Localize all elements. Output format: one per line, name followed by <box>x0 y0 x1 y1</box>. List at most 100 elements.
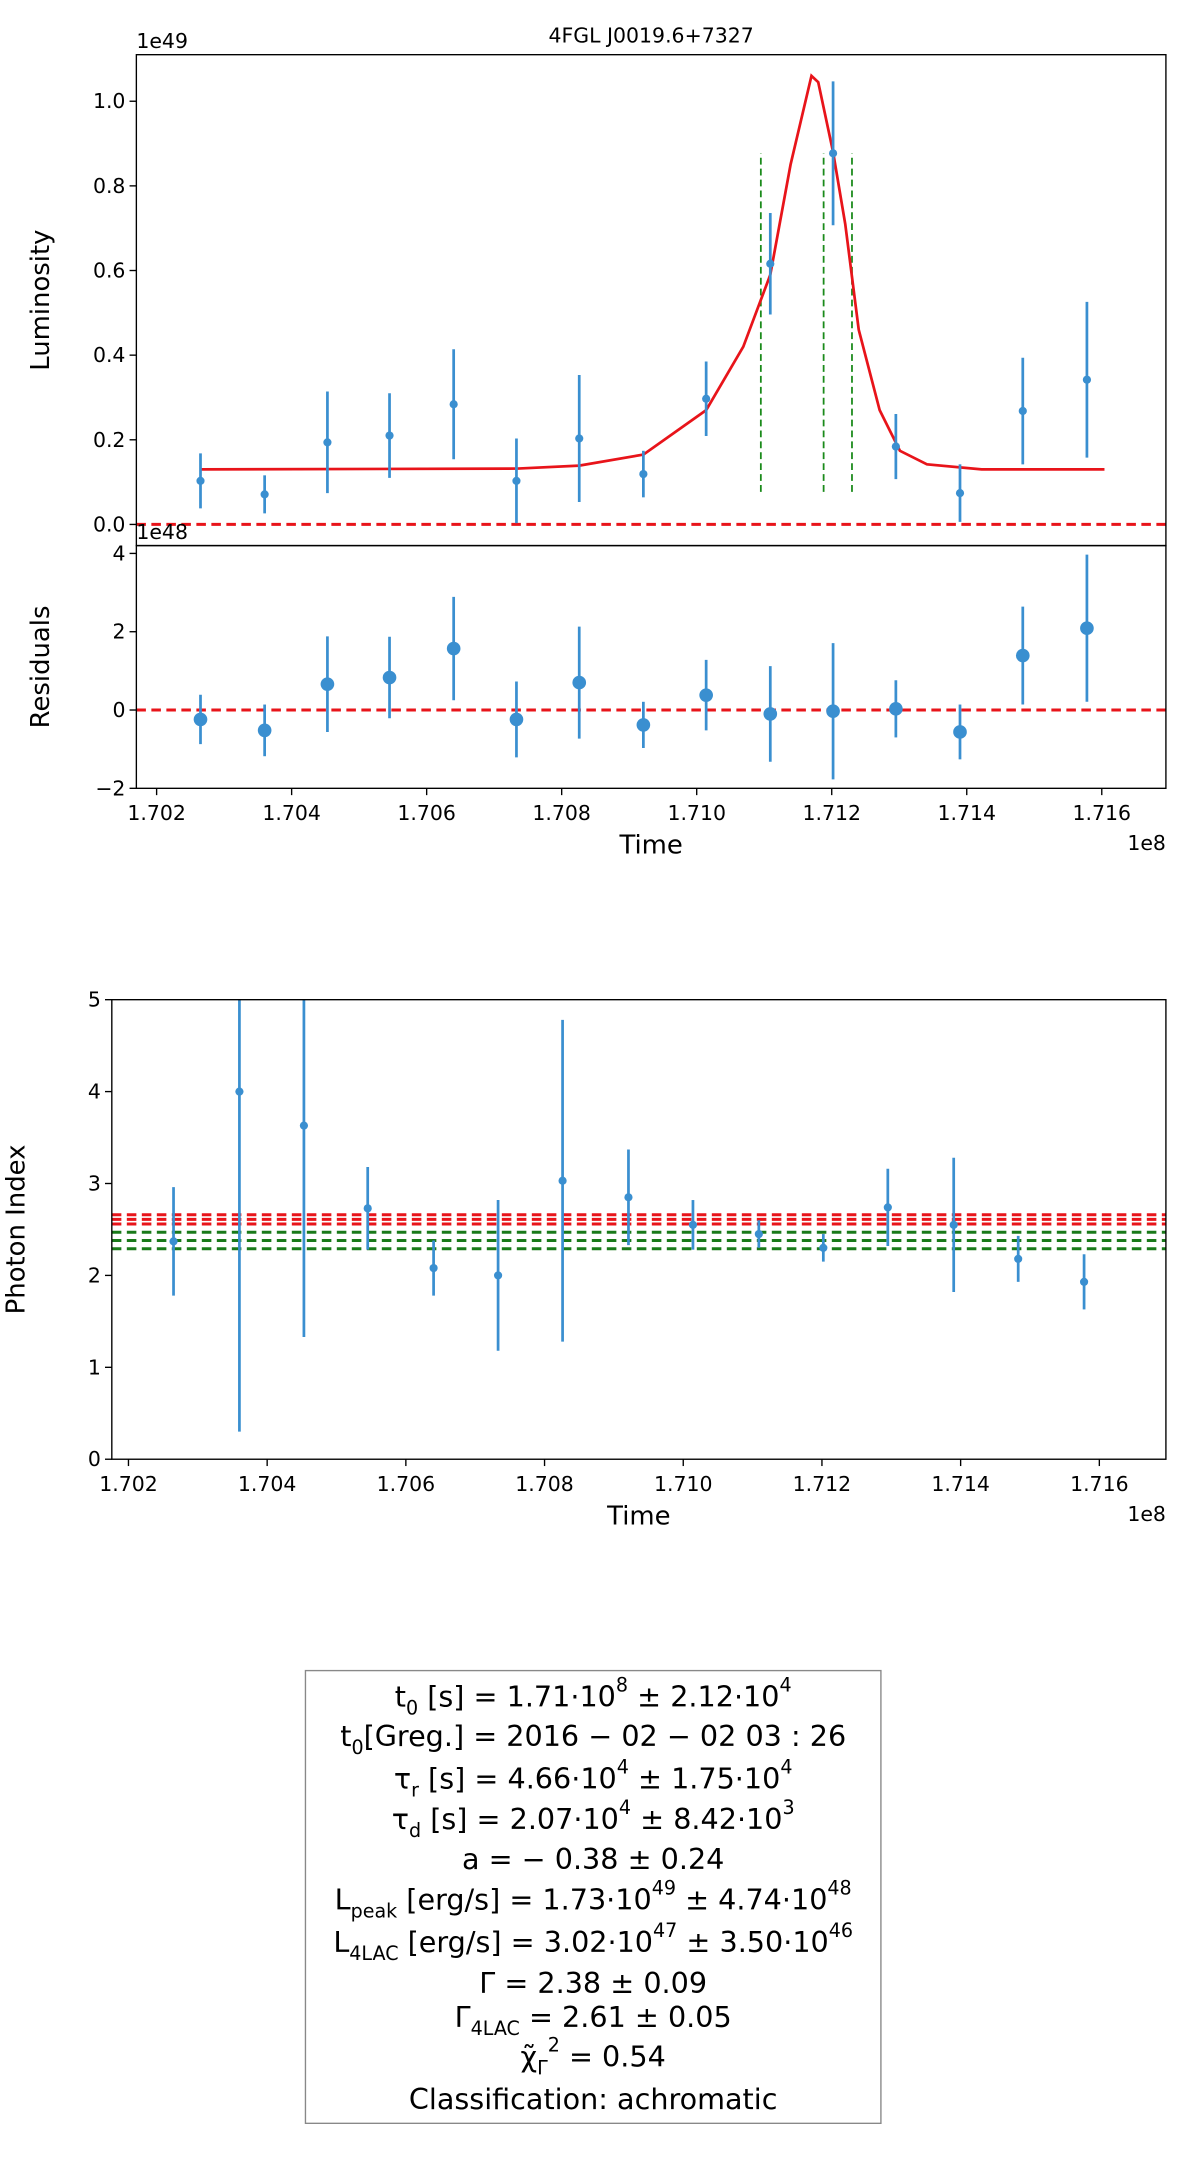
plot-area <box>136 554 1166 780</box>
stats-sub: 4LAC <box>349 1942 398 1965</box>
data-point <box>235 1087 244 1096</box>
data-point <box>828 149 838 158</box>
stats-sup: 47 <box>653 1919 677 1942</box>
stats-sub: 0 <box>351 1736 363 1759</box>
stats-box <box>304 1669 882 2124</box>
stats-sup: 4 <box>619 1796 631 1819</box>
stats-text: ± 3.50·10 <box>677 1925 828 1959</box>
stats-sup: 46 <box>829 1919 853 1942</box>
data-point <box>1018 406 1027 416</box>
plot-area <box>136 73 1166 526</box>
data-point <box>558 1176 567 1185</box>
y-tick-label: 3 <box>88 1172 101 1196</box>
x-tick-label: 1.702 <box>99 1472 158 1496</box>
data-point <box>688 1220 698 1229</box>
stats-line: Classification: achromatic <box>409 2082 778 2116</box>
data-point <box>636 718 651 732</box>
x-tick-label: 1.714 <box>931 1472 990 1496</box>
x-tick-label: 1.706 <box>377 1472 436 1496</box>
y-tick-label: 0.8 <box>93 174 126 198</box>
stats-text: = 2.61 ± 0.05 <box>520 2000 732 2034</box>
x-axis-label: Time <box>606 1502 670 1532</box>
stats-text: = 0.54 <box>560 2040 666 2074</box>
x-tick-label: 1.712 <box>793 1472 852 1496</box>
data-point <box>1079 1277 1089 1286</box>
x-tick-label: 1.714 <box>937 801 996 825</box>
stats-text: χ̃ <box>521 2040 538 2074</box>
data-point <box>257 723 272 738</box>
data-point <box>624 1193 633 1202</box>
data-point <box>449 400 458 409</box>
data-point <box>260 490 269 499</box>
stats-sup: 49 <box>652 1877 676 1900</box>
data-point <box>429 1263 438 1273</box>
data-point <box>363 1204 372 1213</box>
stats-text: ± 4.74·10 <box>676 1883 827 1917</box>
stats-sup: 8 <box>616 1674 628 1697</box>
data-point <box>763 707 778 721</box>
stats-text: t <box>340 1719 351 1753</box>
stats-line: Γ4LAC = 2.61 ± 0.05 <box>455 2000 732 2040</box>
data-point <box>702 394 711 403</box>
stats-sup: 48 <box>827 1877 851 1900</box>
axes-frame <box>111 999 1167 1460</box>
x-axis-label: Time <box>618 831 682 861</box>
stats-line: a = − 0.38 ± 0.24 <box>462 1842 724 1876</box>
data-point <box>819 1243 828 1252</box>
data-point <box>639 469 648 479</box>
chart-title: 4FGL J0019.6+7327 <box>549 24 754 48</box>
y-axis-label: Luminosity <box>26 230 56 371</box>
stats-line: χ̃Γ2 = 0.54 <box>521 2034 666 2080</box>
x-offset: 1e8 <box>1127 831 1166 855</box>
stats-sup: 3 <box>782 1796 794 1819</box>
x-tick-label: 1.716 <box>1073 801 1132 825</box>
data-point <box>323 438 332 447</box>
y-axis-label: Photon Index <box>1 1145 31 1315</box>
stats-sup: 4 <box>617 1755 629 1778</box>
data-point <box>826 704 840 719</box>
fit-curve <box>200 73 1105 471</box>
data-point <box>1014 1254 1023 1263</box>
stats-sub: 4LAC <box>471 2017 520 2040</box>
x-tick-label: 1.716 <box>1070 1472 1129 1496</box>
data-point <box>889 702 903 716</box>
x-tick-label: 1.704 <box>238 1472 297 1496</box>
data-point <box>512 476 521 485</box>
y-tick-label: 5 <box>88 988 101 1012</box>
data-point <box>193 712 208 727</box>
stats-text: L <box>335 1883 351 1917</box>
stats-text: [erg/s] = 3.02·10 <box>399 1925 653 1959</box>
data-point <box>1015 648 1030 663</box>
data-point <box>572 675 587 690</box>
stats-text: L <box>333 1925 349 1959</box>
y-tick-label: −2 <box>95 776 125 800</box>
y-tick-label: 4 <box>112 541 125 565</box>
y-tick-label: 0 <box>88 1447 101 1471</box>
data-point <box>1082 375 1092 384</box>
stats-text: ± 8.42·10 <box>631 1802 782 1836</box>
y-axis-label: Residuals <box>26 606 56 729</box>
x-tick-label: 1.712 <box>802 801 861 825</box>
stats-text: Classification: achromatic <box>409 2082 778 2116</box>
data-point <box>196 476 205 485</box>
x-tick-label: 1.710 <box>654 1472 713 1496</box>
x-tick-label: 1.702 <box>127 801 186 825</box>
data-point <box>949 1220 958 1229</box>
data-point <box>891 442 900 451</box>
stats-text: τ <box>394 1761 411 1795</box>
y-tick-label: 0 <box>112 698 125 722</box>
stats-text: [s] = 1.71·10 <box>418 1680 616 1714</box>
stats-text: [erg/s] = 1.73·10 <box>397 1883 651 1917</box>
x-tick-label: 1.708 <box>515 1472 574 1496</box>
x-offset: 1e8 <box>1127 1502 1166 1526</box>
data-point <box>382 670 397 685</box>
data-point <box>320 677 335 691</box>
stats-line: Γ = 2.38 ± 0.09 <box>479 1966 707 2000</box>
stats-text: ± 1.75·10 <box>629 1761 780 1795</box>
y-tick-label: 0.2 <box>93 428 126 452</box>
stats-sub: d <box>409 1819 421 1842</box>
stats-text: a = − 0.38 ± 0.24 <box>462 1842 724 1876</box>
stats-sub: peak <box>351 1900 398 1923</box>
